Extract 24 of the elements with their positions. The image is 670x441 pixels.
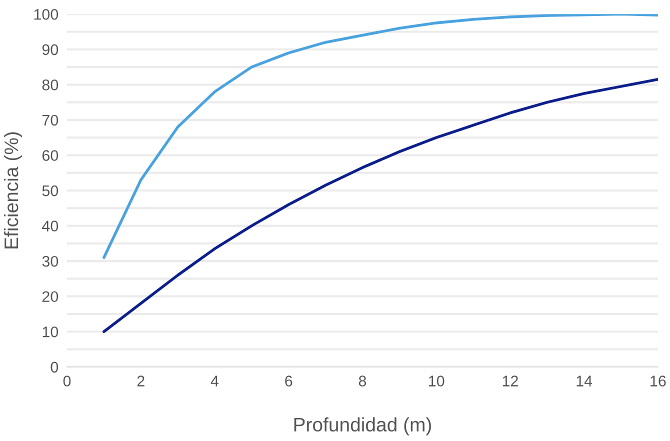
y-tick-label: 60 — [42, 150, 58, 161]
x-tick-label: 2 — [137, 376, 144, 386]
x-tick-label: 4 — [210, 376, 219, 386]
line-series — [102, 14, 658, 259]
x-tick-label: 6 — [285, 376, 292, 386]
x-tick-label: 10 — [429, 376, 444, 386]
x-tick-label: 12 — [502, 376, 518, 386]
x-tick-label: 16 — [650, 376, 666, 386]
y-tick-label: 30 — [42, 256, 58, 267]
y-tick-label: 70 — [42, 114, 58, 126]
x-axis-title: Profundidad (m) — [294, 417, 431, 436]
x-tick-label: 8 — [358, 376, 366, 386]
y-tick-label: 10 — [42, 326, 58, 338]
line-series — [102, 78, 658, 334]
y-axis-title: Eficiencia (%) — [4, 132, 22, 248]
y-tick-label: 80 — [42, 80, 58, 90]
y-tick-label: 0 — [50, 362, 58, 373]
y-tick-label: 100 — [34, 8, 58, 20]
y-tick-label: 40 — [42, 220, 58, 232]
x-tick-label: 14 — [576, 376, 592, 386]
x-tick-label: 0 — [63, 376, 71, 386]
y-tick-label: 50 — [42, 185, 58, 196]
y-tick-label: 20 — [42, 291, 58, 302]
y-tick-label: 90 — [42, 44, 58, 56]
